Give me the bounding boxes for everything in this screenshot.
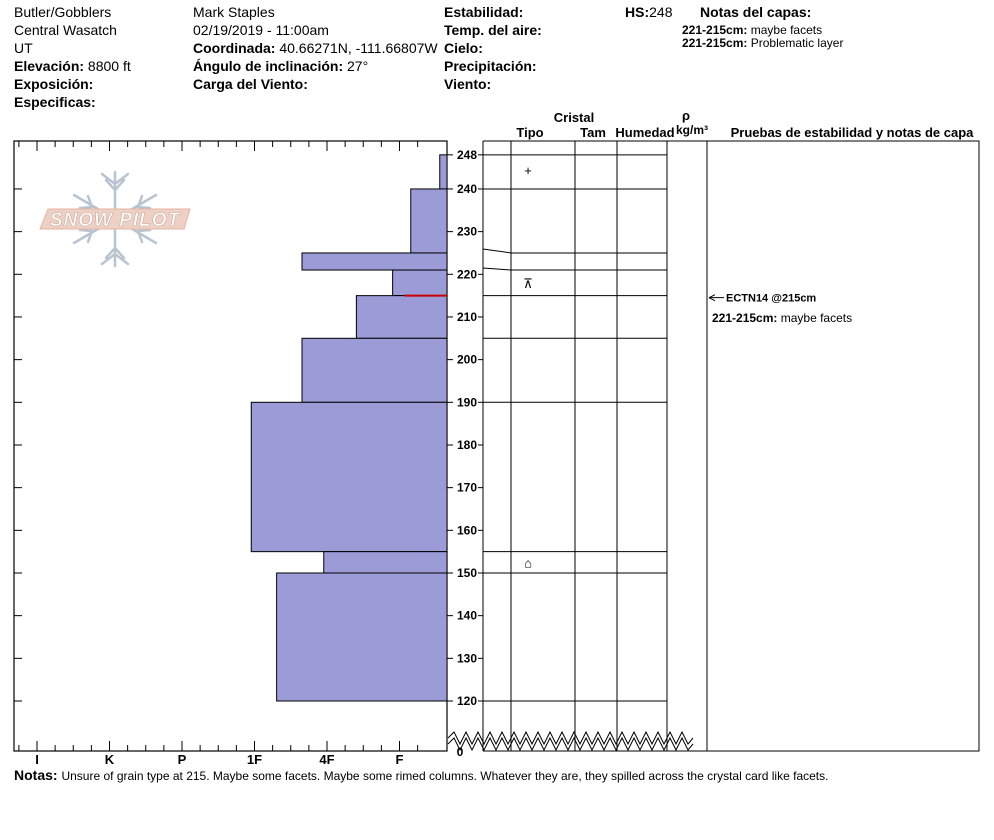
elevation: Elevación: 8800 ft — [14, 57, 131, 75]
snow-pilot-logo: SNOW PILOT — [39, 170, 191, 268]
depth-connectors — [482, 154, 512, 702]
slope-label: Ángulo de inclinación: — [193, 58, 344, 74]
hardness-bar — [250, 401, 448, 553]
layer-note-range: 221-215cm: — [682, 23, 748, 37]
hs-label: HS: — [625, 4, 650, 20]
header-tests: Pruebas de estabilidad y notas de capa — [731, 125, 975, 140]
notes-label: Notas: — [14, 767, 58, 783]
header-tipo: Tipo — [516, 125, 543, 140]
depth-tick-label: 160 — [457, 523, 477, 537]
snow-height: HS:248 — [625, 3, 672, 21]
depth-tick-label: 210 — [457, 310, 477, 324]
hardness-label: P — [178, 752, 187, 767]
test-arrow-head — [708, 294, 716, 302]
test-label: ECTN14 @215cm — [726, 293, 816, 305]
snow-profile-chart: SNOW PILOT I K P 1F 4F F 248 240 230 220 210 200 19… — [13, 108, 980, 767]
layer-lines — [511, 154, 667, 702]
depth-tick-label: 120 — [457, 694, 477, 708]
stability-label: Estabilidad: — [444, 4, 524, 20]
header-rho: ρ — [682, 108, 690, 123]
datetime: 02/19/2019 - 11:00am — [193, 22, 329, 38]
crystal-symbol: + — [524, 163, 532, 178]
coordinates: Coordinada: 40.66271N, -111.66807W — [193, 39, 438, 57]
depth-tick-label: 150 — [457, 566, 477, 580]
hardness-bar — [276, 572, 448, 702]
hardness-bar — [301, 252, 448, 271]
coord-label: Coordinada: — [193, 40, 276, 56]
elevation-value: 8800 ft — [87, 58, 131, 74]
air-temp-label: Temp. del aire: — [444, 22, 542, 38]
logo-banner — [39, 208, 191, 230]
precip-label: Precipitación: — [444, 58, 537, 74]
depth-tick-label: 190 — [457, 395, 477, 409]
hardness-bar — [355, 295, 448, 339]
test-layer-note: 221-215cm: maybe facets — [712, 311, 852, 325]
coord-value: 40.66271N, -111.66807W — [279, 40, 438, 56]
layer-note-text: maybe facets — [750, 23, 823, 37]
observer: Mark Staples — [193, 4, 275, 20]
depth-tick-label: 140 — [457, 609, 477, 623]
axis-break-icon-lower — [447, 736, 694, 752]
depth-tick-label: 230 — [457, 225, 477, 239]
elevation-label: Elevación: — [14, 58, 85, 74]
depth-zero-label: 0 — [457, 745, 464, 759]
depth-connector — [482, 248, 512, 254]
depth-tick-label: 248 — [457, 148, 477, 162]
test-markers: ECTN14 @215cm — [708, 293, 816, 305]
hardness-bar — [323, 551, 448, 574]
crystal-symbol: ⊼ — [523, 276, 533, 291]
layer-note-range: 221-215cm: — [682, 36, 748, 50]
layer-note-2: 221-215cm: Problematic layer — [682, 36, 843, 50]
tests-panel — [706, 140, 980, 752]
crystal-symbol: ⌂ — [524, 555, 532, 570]
layer-notes-title: Notas del capas: — [700, 4, 812, 20]
hardness-label: F — [396, 752, 404, 767]
hardness-label: 4F — [319, 752, 334, 767]
slope-value: 27° — [347, 58, 369, 74]
layer-note-1: 221-215cm: maybe facets — [682, 23, 822, 37]
range: Central Wasatch — [14, 22, 117, 38]
slope: Ángulo de inclinación: 27° — [193, 57, 368, 75]
hardness-label: K — [105, 752, 115, 767]
hardness-bar — [410, 188, 448, 254]
notes-text: Unsure of grain type at 215. Maybe some … — [61, 769, 829, 783]
crystal-grid — [482, 140, 708, 752]
state: UT — [14, 40, 33, 56]
hs-value: 248 — [649, 4, 673, 20]
aspect-label: Exposición: — [14, 76, 94, 92]
wind-load-label: Carga del Viento: — [193, 76, 308, 92]
hardness-bar — [392, 269, 448, 297]
hardness-ticks — [14, 141, 419, 751]
depth-tick-label: 220 — [457, 267, 477, 281]
notes: Notas: Unsure of grain type at 215. Mayb… — [14, 766, 828, 784]
header-cristal: Cristal — [554, 110, 594, 125]
hardness-bar — [301, 337, 448, 403]
hardness-bar — [439, 154, 448, 190]
depth-tick-label: 180 — [457, 438, 477, 452]
hardness-axis-labels: I K P 1F 4F F — [35, 752, 403, 767]
axis-break-icon — [447, 730, 694, 746]
wind-label: Viento: — [444, 76, 492, 92]
depth-axis: 248 240 230 220 210 200 190 180 170 160 150 140 130 1… — [447, 141, 484, 751]
sky-label: Cielo: — [444, 40, 483, 56]
hardness-bars — [250, 154, 448, 702]
location: Butler/Gobblers — [14, 4, 112, 20]
hardness-label: 1F — [247, 752, 262, 767]
crystal-symbols: + ⊼ ⌂ — [523, 163, 533, 571]
header-humedad: Humedad — [615, 125, 674, 140]
header-tam: Tam — [580, 125, 606, 140]
test-layer-note-range: 221-215cm: — [712, 311, 777, 325]
test-layer-note-text: maybe facets — [781, 311, 852, 325]
depth-tick-label: 170 — [457, 481, 477, 495]
specifics-label: Especificas: — [14, 94, 96, 110]
depth-connector — [482, 267, 512, 271]
depth-tick-label: 130 — [457, 651, 477, 665]
layer-note-text: Problematic layer — [750, 36, 844, 50]
header-density-unit: kg/m³ — [676, 123, 708, 137]
depth-tick-label: 200 — [457, 353, 477, 367]
logo-text: SNOW PILOT — [50, 210, 181, 231]
depth-tick-label: 240 — [457, 182, 477, 196]
hardness-label: I — [35, 752, 39, 767]
